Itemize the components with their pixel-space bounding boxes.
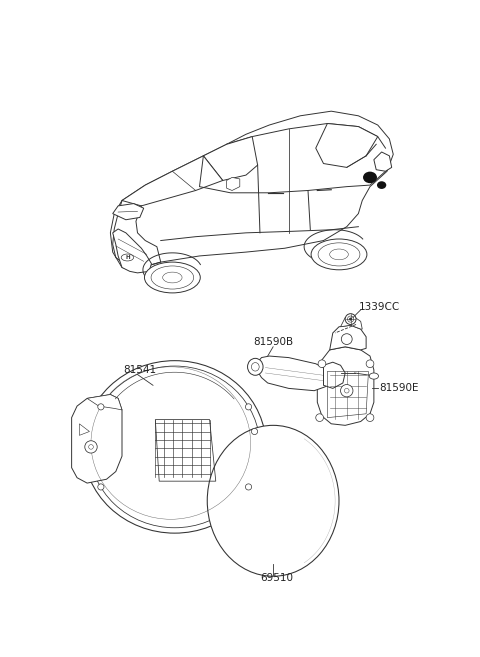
Polygon shape (204, 137, 258, 181)
Ellipse shape (207, 425, 339, 576)
Polygon shape (122, 156, 223, 206)
Ellipse shape (163, 272, 182, 283)
Circle shape (98, 484, 104, 490)
Text: 81590B: 81590B (254, 337, 294, 347)
Polygon shape (316, 124, 378, 168)
Ellipse shape (83, 361, 266, 533)
Circle shape (345, 388, 349, 393)
Ellipse shape (144, 262, 200, 293)
Polygon shape (340, 316, 362, 329)
Circle shape (98, 404, 104, 410)
Polygon shape (330, 325, 366, 350)
Text: 81541: 81541 (123, 365, 156, 375)
Polygon shape (227, 177, 240, 191)
Circle shape (349, 317, 352, 321)
Ellipse shape (311, 239, 367, 270)
Polygon shape (72, 395, 122, 483)
Ellipse shape (363, 171, 377, 183)
Polygon shape (374, 152, 392, 171)
Ellipse shape (330, 249, 348, 260)
Circle shape (245, 484, 252, 490)
Text: H: H (125, 255, 130, 260)
Ellipse shape (348, 316, 354, 322)
Circle shape (316, 414, 324, 422)
Circle shape (341, 334, 352, 344)
Circle shape (245, 404, 252, 410)
Polygon shape (324, 362, 345, 388)
Ellipse shape (377, 181, 386, 189)
Ellipse shape (252, 363, 259, 371)
Ellipse shape (121, 254, 133, 261)
Circle shape (252, 428, 258, 434)
Circle shape (366, 360, 374, 367)
Ellipse shape (248, 358, 263, 375)
Text: 1339CC: 1339CC (359, 302, 400, 312)
Polygon shape (79, 424, 89, 436)
Circle shape (340, 384, 353, 397)
Text: 69510: 69510 (260, 573, 293, 583)
Circle shape (85, 441, 97, 453)
Ellipse shape (151, 266, 194, 289)
Ellipse shape (89, 366, 260, 528)
Ellipse shape (369, 373, 379, 379)
Circle shape (366, 414, 374, 422)
Ellipse shape (345, 313, 356, 325)
Polygon shape (113, 229, 152, 273)
Polygon shape (258, 356, 331, 391)
Polygon shape (87, 395, 122, 410)
Polygon shape (317, 347, 374, 425)
Circle shape (89, 445, 93, 449)
Circle shape (318, 360, 326, 367)
Ellipse shape (318, 243, 360, 266)
Text: 81590E: 81590E (379, 384, 419, 394)
Polygon shape (110, 111, 393, 270)
Polygon shape (113, 204, 144, 219)
